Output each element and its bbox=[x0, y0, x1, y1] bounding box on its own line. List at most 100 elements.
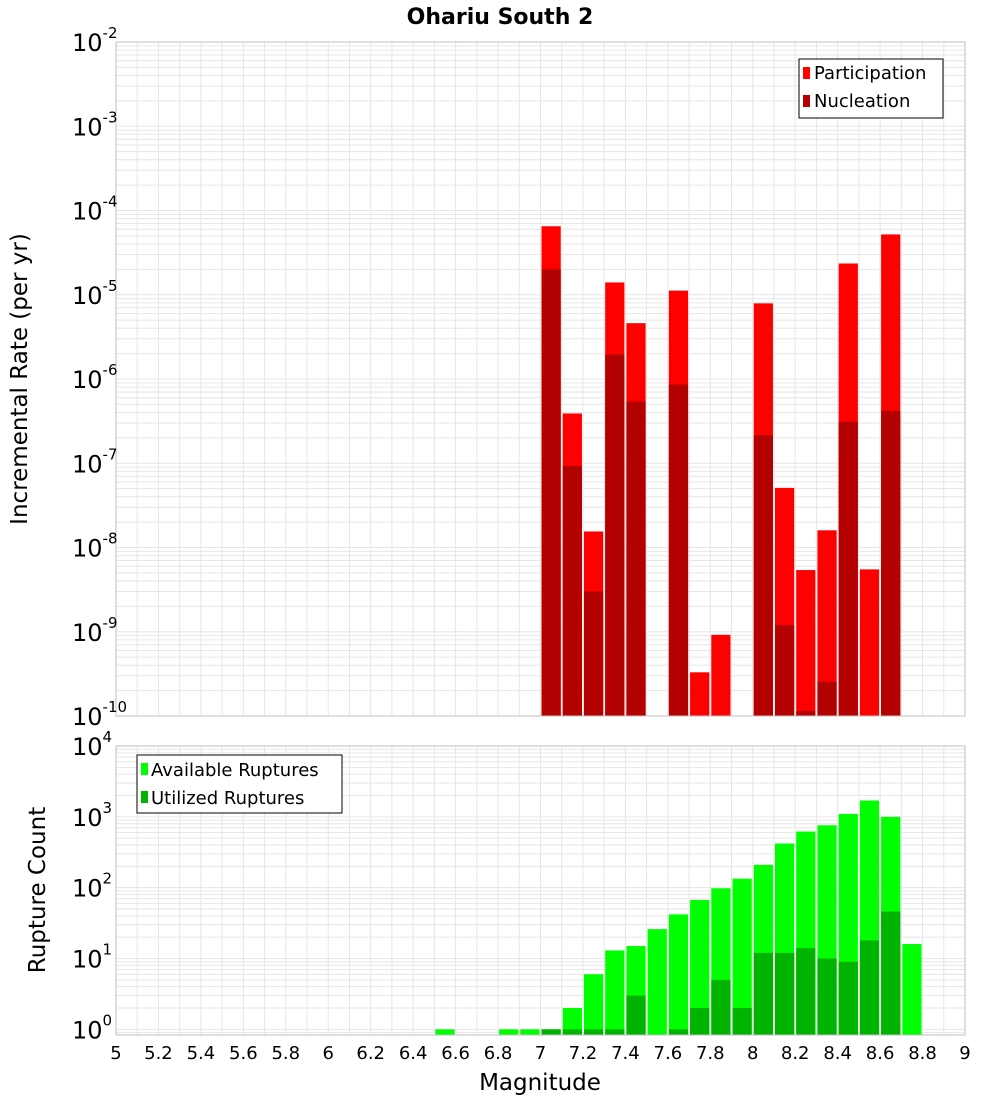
nucleation-bar bbox=[605, 354, 625, 716]
bottom-y-tick-label: 100 bbox=[72, 1011, 112, 1044]
utilized-ruptures-bar bbox=[774, 952, 795, 1035]
x-tick-label: 7.6 bbox=[654, 1043, 683, 1064]
utilized-ruptures-bar bbox=[541, 1029, 561, 1035]
bottom-y-axis-label: Rupture Count bbox=[25, 807, 51, 973]
top-y-tick-label: 10-6 bbox=[72, 361, 118, 394]
available-ruptures-bar bbox=[520, 1029, 540, 1035]
participation-bar bbox=[796, 570, 816, 716]
x-tick-label: 6 bbox=[323, 1043, 334, 1064]
utilized-ruptures-bar bbox=[732, 1008, 752, 1035]
rupture-count-panel: 100 101 102 103 104 5 5.2 5.4 5.6 5.8 6 6.2 6.4 6.6 6… bbox=[25, 728, 971, 1096]
utilized-legend-label: Utilized Ruptures bbox=[151, 788, 304, 809]
available-ruptures-bar bbox=[690, 899, 710, 1035]
bottom-y-tick-label: 103 bbox=[72, 799, 112, 832]
nucleation-bar bbox=[881, 410, 901, 716]
top-y-tick-labels: 10-10 10-9 10-8 10-7 10-6 10-5 10-4 10-3 10-2 bbox=[72, 24, 127, 731]
utilized-ruptures-bar bbox=[838, 961, 858, 1035]
top-plot-frame bbox=[115, 41, 966, 717]
available-ruptures-bar bbox=[605, 950, 625, 1035]
bottom-y-tick-label: 101 bbox=[72, 941, 112, 974]
available-ruptures-bar bbox=[732, 878, 752, 1035]
top-gridlines bbox=[115, 41, 966, 717]
available-legend-swatch bbox=[141, 763, 148, 775]
x-tick-label: 9 bbox=[959, 1043, 970, 1064]
utilized-ruptures-bar bbox=[881, 911, 901, 1035]
participation-bar bbox=[711, 634, 731, 716]
nucleation-bar bbox=[626, 401, 646, 716]
x-tick-label: 6.6 bbox=[441, 1043, 470, 1064]
x-tick-labels: 5 5.2 5.4 5.6 5.8 6 6.2 6.4 6.6 6.8 7 7.2 7.4 7.6 7.8 8… bbox=[110, 1043, 970, 1064]
x-tick-label: 8.8 bbox=[908, 1043, 937, 1064]
bottom-bars bbox=[435, 800, 922, 1035]
top-y-axis-label: Incremental Rate (per yr) bbox=[7, 233, 33, 525]
utilized-ruptures-bar bbox=[859, 940, 880, 1035]
available-ruptures-bar bbox=[902, 944, 922, 1035]
bottom-plot-frame bbox=[115, 745, 966, 1036]
x-tick-label: 8.4 bbox=[823, 1043, 852, 1064]
top-y-tick-label: 10-8 bbox=[72, 530, 118, 563]
bottom-legend-box bbox=[136, 754, 343, 814]
participation-legend-label: Participation bbox=[814, 63, 926, 84]
available-ruptures-bar bbox=[499, 1029, 519, 1035]
x-tick-label: 6.4 bbox=[399, 1043, 428, 1064]
top-y-tick-label: 10-3 bbox=[72, 108, 118, 141]
available-legend-label: Available Ruptures bbox=[151, 760, 319, 781]
available-ruptures-bar bbox=[647, 929, 667, 1035]
top-y-tick-label: 10-5 bbox=[72, 277, 118, 310]
nucleation-bar bbox=[753, 435, 773, 716]
chart-title: Ohariu South 2 bbox=[407, 5, 594, 30]
utilized-ruptures-bar bbox=[626, 995, 646, 1035]
x-axis-label: Magnitude bbox=[479, 1070, 601, 1096]
bottom-y-tick-label: 104 bbox=[72, 728, 112, 761]
available-ruptures-bar bbox=[435, 1029, 455, 1035]
utilized-ruptures-bar bbox=[690, 1008, 710, 1035]
top-legend-box bbox=[798, 58, 944, 119]
x-tick-label: 7.2 bbox=[569, 1043, 598, 1064]
x-tick-label: 8.2 bbox=[781, 1043, 810, 1064]
utilized-ruptures-bar bbox=[562, 1029, 582, 1035]
incremental-rate-panel: 10-10 10-9 10-8 10-7 10-6 10-5 10-4 10-3 10-2 In… bbox=[7, 24, 966, 731]
participation-bar bbox=[817, 530, 837, 716]
top-bars bbox=[541, 226, 901, 717]
top-y-tick-label: 10-10 bbox=[72, 698, 127, 731]
nucleation-bar bbox=[838, 421, 858, 716]
x-tick-label: 5.2 bbox=[144, 1043, 173, 1064]
x-tick-label: 5.4 bbox=[187, 1043, 216, 1064]
x-tick-label: 6.2 bbox=[356, 1043, 385, 1064]
x-tick-label: 7.8 bbox=[696, 1043, 725, 1064]
nucleation-legend-label: Nucleation bbox=[814, 91, 910, 112]
nucleation-legend-swatch bbox=[803, 95, 810, 107]
participation-bar bbox=[859, 569, 880, 716]
x-tick-label: 5.6 bbox=[229, 1043, 258, 1064]
x-tick-label: 8.6 bbox=[866, 1043, 895, 1064]
top-y-tick-label: 10-9 bbox=[72, 614, 118, 647]
x-tick-label: 6.8 bbox=[484, 1043, 513, 1064]
x-tick-label: 7 bbox=[535, 1043, 546, 1064]
utilized-ruptures-bar bbox=[753, 952, 773, 1035]
bottom-legend: Available Ruptures Utilized Ruptures bbox=[136, 754, 343, 814]
available-ruptures-bar bbox=[562, 1008, 582, 1035]
participation-legend-swatch bbox=[803, 67, 810, 79]
bottom-y-tick-label: 102 bbox=[72, 870, 112, 903]
participation-bar bbox=[690, 672, 710, 716]
utilized-ruptures-bar bbox=[583, 1029, 604, 1035]
available-ruptures-bar bbox=[668, 914, 689, 1035]
bottom-y-tick-labels: 100 101 102 103 104 bbox=[72, 728, 112, 1044]
nucleation-bar bbox=[817, 681, 837, 716]
available-ruptures-bar bbox=[583, 974, 604, 1035]
nucleation-bar bbox=[541, 269, 561, 716]
nucleation-bar bbox=[774, 625, 795, 716]
top-y-tick-label: 10-4 bbox=[72, 193, 118, 226]
utilized-ruptures-bar bbox=[796, 948, 816, 1035]
top-y-tick-label: 10-7 bbox=[72, 445, 118, 478]
top-legend: Participation Nucleation bbox=[798, 58, 944, 119]
x-tick-label: 8 bbox=[747, 1043, 758, 1064]
utilized-legend-swatch bbox=[141, 791, 148, 803]
x-tick-label: 7.4 bbox=[611, 1043, 640, 1064]
top-y-tick-label: 10-2 bbox=[72, 24, 118, 57]
utilized-ruptures-bar bbox=[668, 1029, 689, 1035]
x-tick-label: 5.8 bbox=[271, 1043, 300, 1064]
nucleation-bar bbox=[796, 710, 816, 716]
x-tick-label: 5 bbox=[110, 1043, 121, 1064]
